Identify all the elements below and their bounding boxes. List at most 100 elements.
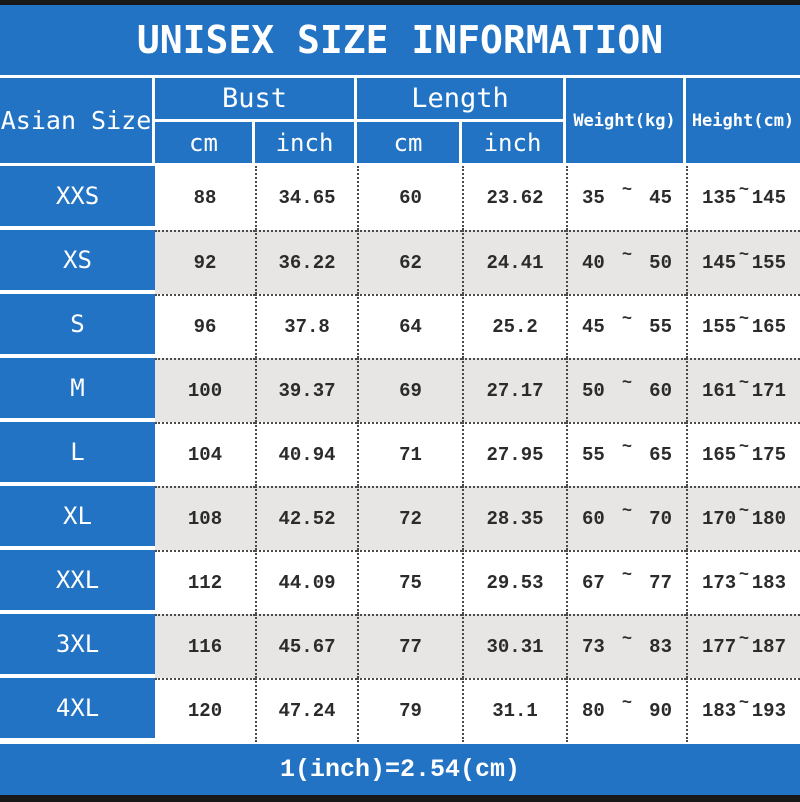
height-range-cell: 145 ~ 155 [686, 230, 800, 294]
height-max-value: 193 [751, 700, 786, 722]
tilde-separator: ~ [621, 437, 633, 457]
weight-max-value: 70 [649, 508, 672, 530]
tilde-separator: ~ [621, 309, 633, 329]
length-cm-value: 69 [357, 358, 462, 422]
weight-min-value: 60 [582, 508, 605, 530]
height-range-cell: 161 ~ 171 [686, 358, 800, 422]
header-body-divider [0, 163, 800, 166]
height-range-cell: 170 ~ 180 [686, 486, 800, 550]
subheader-length-inch: inch [462, 122, 566, 163]
tilde-separator: ~ [738, 180, 750, 200]
tilde-separator: ~ [738, 565, 750, 585]
tilde-separator: ~ [738, 309, 750, 329]
weight-max-value: 65 [649, 444, 672, 466]
length-cm-value: 62 [357, 230, 462, 294]
table-row: XL 108 42.52 72 28.35 60 ~ 70 170 ~ 180 [0, 486, 800, 550]
tilde-separator: ~ [621, 373, 633, 393]
size-label: XXL [0, 550, 155, 614]
height-range-cell: 183 ~ 193 [686, 678, 800, 742]
size-label: M [0, 358, 155, 422]
table-row: XXL 112 44.09 75 29.53 67 ~ 77 173 ~ 183 [0, 550, 800, 614]
weight-min-value: 73 [582, 636, 605, 658]
tilde-separator: ~ [738, 501, 750, 521]
height-min-value: 170 [702, 508, 737, 530]
bust-cm-value: 92 [155, 230, 255, 294]
height-min-value: 145 [702, 252, 737, 274]
weight-max-value: 55 [649, 316, 672, 338]
weight-min-value: 67 [582, 572, 605, 594]
tilde-separator: ~ [621, 180, 633, 200]
bust-cm-value: 104 [155, 422, 255, 486]
tilde-separator: ~ [621, 565, 633, 585]
column-header-height: Height(cm) [686, 78, 800, 163]
tilde-separator: ~ [738, 245, 750, 265]
bust-inch-value: 42.52 [255, 486, 357, 550]
height-max-value: 180 [751, 508, 786, 530]
column-group-length: Length [357, 78, 566, 122]
column-group-bust: Bust [155, 78, 357, 122]
title-header-divider [0, 75, 800, 78]
tilde-separator: ~ [621, 693, 633, 713]
length-inch-value: 28.35 [462, 486, 566, 550]
size-label: S [0, 294, 155, 358]
bust-cm-value: 108 [155, 486, 255, 550]
weight-max-value: 90 [649, 700, 672, 722]
height-range-cell: 173 ~ 183 [686, 550, 800, 614]
weight-range-cell: 50 ~ 60 [566, 358, 686, 422]
length-cm-value: 64 [357, 294, 462, 358]
bottom-divider-bar [0, 795, 800, 802]
length-inch-value: 27.17 [462, 358, 566, 422]
column-header-weight: Weight(kg) [566, 78, 686, 163]
height-min-value: 161 [702, 380, 737, 402]
weight-min-value: 80 [582, 700, 605, 722]
height-min-value: 165 [702, 444, 737, 466]
bust-inch-value: 36.22 [255, 230, 357, 294]
title-banner: UNISEX SIZE INFORMATION [0, 5, 800, 75]
length-inch-value: 25.2 [462, 294, 566, 358]
bust-inch-value: 34.65 [255, 166, 357, 230]
weight-max-value: 60 [649, 380, 672, 402]
bust-inch-value: 47.24 [255, 678, 357, 742]
conversion-note: 1(inch)=2.54(cm) [279, 755, 521, 784]
weight-min-value: 40 [582, 252, 605, 274]
bust-inch-value: 39.37 [255, 358, 357, 422]
size-label: XXS [0, 166, 155, 230]
tilde-separator: ~ [621, 629, 633, 649]
length-cm-value: 71 [357, 422, 462, 486]
weight-min-value: 35 [582, 187, 605, 209]
height-max-value: 187 [751, 636, 786, 658]
height-max-value: 145 [751, 187, 786, 209]
subheader-bust-cm: cm [155, 122, 255, 163]
weight-range-cell: 45 ~ 55 [566, 294, 686, 358]
length-inch-value: 27.95 [462, 422, 566, 486]
bust-cm-value: 100 [155, 358, 255, 422]
length-inch-value: 23.62 [462, 166, 566, 230]
bust-cm-value: 112 [155, 550, 255, 614]
table-row: L 104 40.94 71 27.95 55 ~ 65 165 ~ 175 [0, 422, 800, 486]
bust-cm-value: 96 [155, 294, 255, 358]
height-max-value: 165 [751, 316, 786, 338]
column-header-asian-size: Asian Size [0, 78, 155, 163]
page-title: UNISEX SIZE INFORMATION [136, 18, 664, 62]
length-cm-value: 60 [357, 166, 462, 230]
bust-inch-value: 40.94 [255, 422, 357, 486]
weight-min-value: 45 [582, 316, 605, 338]
height-min-value: 177 [702, 636, 737, 658]
height-max-value: 175 [751, 444, 786, 466]
weight-min-value: 50 [582, 380, 605, 402]
tilde-separator: ~ [738, 437, 750, 457]
height-max-value: 171 [751, 380, 786, 402]
weight-range-cell: 80 ~ 90 [566, 678, 686, 742]
length-inch-value: 24.41 [462, 230, 566, 294]
length-inch-value: 31.1 [462, 678, 566, 742]
size-label: XL [0, 486, 155, 550]
length-cm-value: 79 [357, 678, 462, 742]
weight-max-value: 50 [649, 252, 672, 274]
size-label: XS [0, 230, 155, 294]
footer-banner: 1(inch)=2.54(cm) [0, 744, 800, 795]
height-min-value: 135 [702, 187, 737, 209]
tilde-separator: ~ [738, 629, 750, 649]
weight-max-value: 77 [649, 572, 672, 594]
weight-range-cell: 73 ~ 83 [566, 614, 686, 678]
height-min-value: 155 [702, 316, 737, 338]
